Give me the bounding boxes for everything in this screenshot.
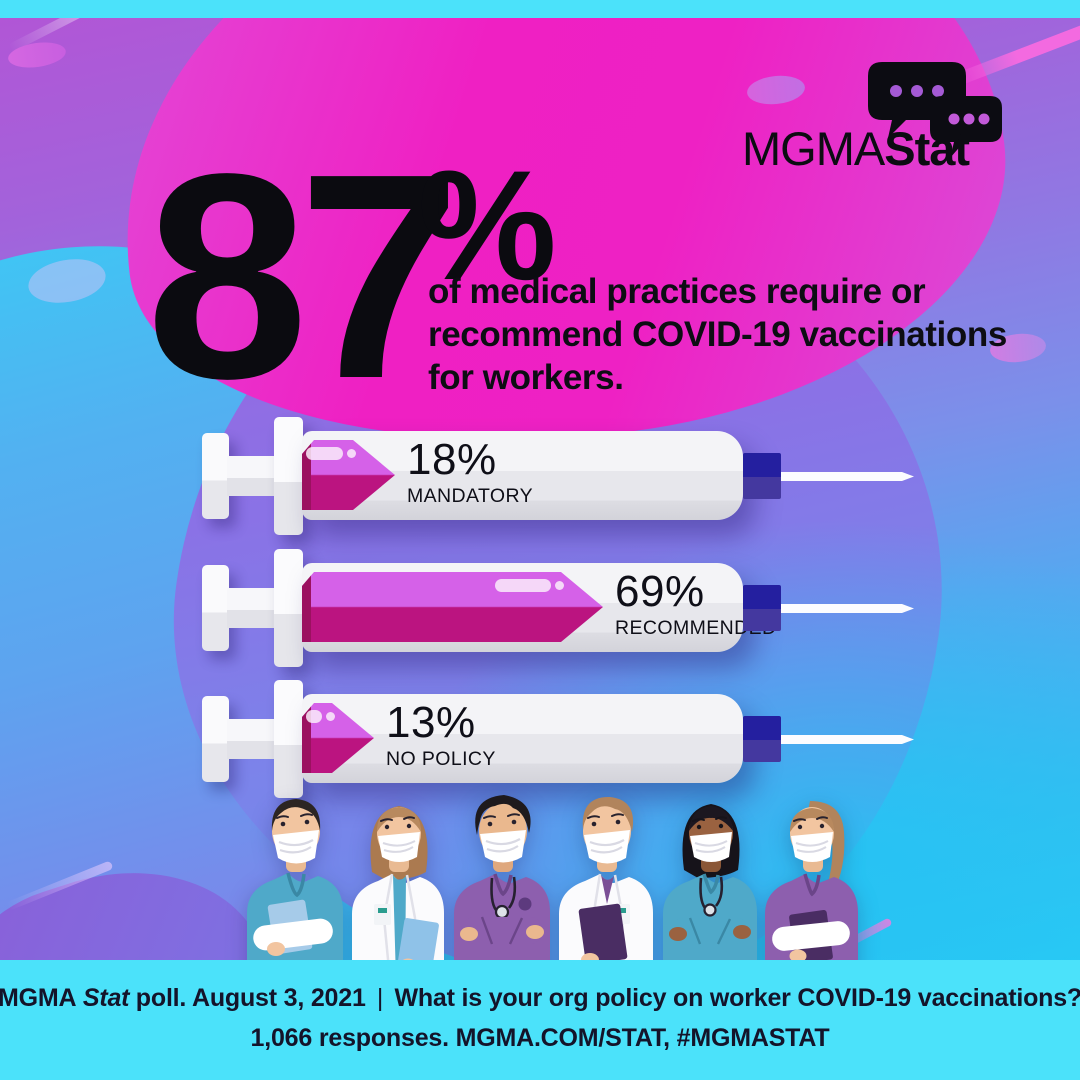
- bar-label: 69% RECOMMENDED: [615, 567, 777, 640]
- syringe-fill-bar: [302, 572, 603, 642]
- barrel-flange: [274, 549, 303, 667]
- poll-attribution-line: MGMA Stat poll. August 3, 2021 | What is you…: [0, 984, 1080, 1013]
- speech-bubbles-icon: [868, 62, 1002, 158]
- bar-category-label: MANDATORY: [407, 485, 534, 508]
- barrel-flange: [274, 680, 303, 798]
- worker-2: [352, 806, 444, 960]
- headline-line-3: for workers.: [428, 358, 624, 397]
- plunger-thumb-rest: [202, 565, 229, 651]
- brand-wordmark: MGMAStat: [742, 122, 970, 175]
- fill-highlight: [495, 579, 551, 592]
- worker-4: [559, 796, 653, 960]
- worker-5: [663, 804, 757, 960]
- syringe-row: 18% MANDATORY: [202, 416, 914, 536]
- plunger-thumb-rest: [202, 696, 229, 782]
- needle: [781, 735, 914, 744]
- bar-value-label: 69%: [615, 567, 705, 616]
- brand-wordmark-bold: Stat: [884, 122, 970, 175]
- plunger-rod: [227, 588, 279, 628]
- bar-value-label: 18%: [407, 435, 497, 484]
- fill-highlight: [306, 447, 343, 460]
- bar-value-label: 13%: [386, 698, 476, 747]
- stat-percent-sign: %: [418, 139, 557, 313]
- worker-6: [765, 801, 858, 960]
- fill-highlight-dot: [347, 449, 356, 458]
- footer-separator: |: [376, 984, 384, 1012]
- stat-value: 87: [146, 113, 461, 439]
- footer-brand-stat: Stat: [82, 984, 130, 1012]
- fill-highlight: [306, 710, 322, 723]
- responses-line: 1,066 responses. MGMA.COM/STAT, #MGMASTA…: [250, 1024, 830, 1052]
- medical-workers-illustration: [247, 795, 858, 960]
- needle: [781, 604, 914, 613]
- syringe-fill-bar: [302, 440, 395, 510]
- needle-hub: [743, 453, 781, 499]
- headline-description: of medical practices require or recommen…: [428, 270, 1007, 399]
- syringe-barrel: 18% MANDATORY: [302, 431, 743, 520]
- headline-line-2: recommend COVID-19 vaccinations: [428, 315, 1007, 354]
- needle: [781, 472, 914, 481]
- brand-wordmark-regular: MGMA: [742, 122, 885, 175]
- syringe-bar-chart: 18% MANDATORY 69% RECOMMENDED: [0, 18, 1080, 960]
- plunger-thumb-rest: [202, 433, 229, 519]
- headline-line-1: of medical practices require or: [428, 272, 926, 311]
- plunger-rod: [227, 719, 279, 759]
- bar-label: 18% MANDATORY: [407, 435, 534, 508]
- worker-3: [454, 795, 550, 960]
- syringe-row: 69% RECOMMENDED: [202, 548, 914, 668]
- bar-label: 13% NO POLICY: [386, 698, 496, 771]
- fill-highlight-dot: [326, 712, 335, 721]
- needle-hub: [743, 585, 781, 631]
- footer-attribution: MGMA Stat poll. August 3, 2021 | What is you…: [0, 960, 1080, 1080]
- needle-hub: [743, 716, 781, 762]
- syringe-barrel: 13% NO POLICY: [302, 694, 743, 783]
- plunger-rod: [227, 456, 279, 496]
- fill-highlight-dot: [555, 581, 564, 590]
- syringe-barrel: 69% RECOMMENDED: [302, 563, 776, 652]
- bar-category-label: NO POLICY: [386, 748, 496, 771]
- worker-1: [247, 799, 343, 960]
- bar-category-label: RECOMMENDED: [615, 617, 777, 640]
- main-artwork-area: 18% MANDATORY 69% RECOMMENDED: [0, 18, 1080, 960]
- footer-poll-date: poll. August 3, 2021: [135, 984, 366, 1012]
- syringe-fill-bar: [302, 703, 374, 773]
- footer-poll-question: What is your org policy on worker COVID-…: [394, 984, 1080, 1012]
- footer-brand: MGMA: [0, 984, 77, 1012]
- syringe-row: 13% NO POLICY: [202, 679, 914, 799]
- barrel-flange: [274, 417, 303, 535]
